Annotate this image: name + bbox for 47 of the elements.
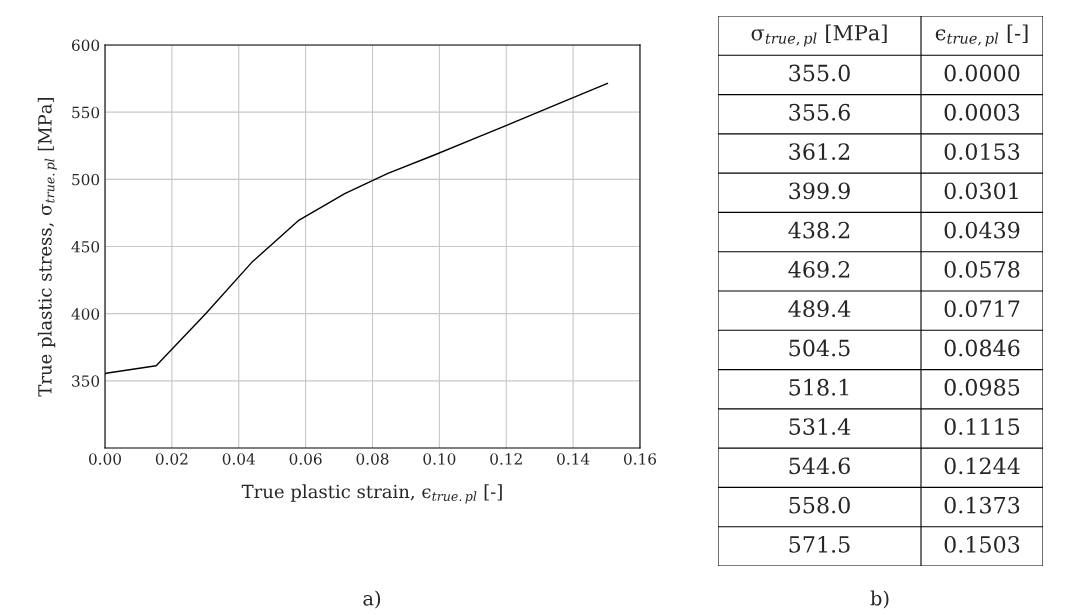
text: 0.1503 <box>944 536 1020 553</box>
text: 571.5 <box>789 536 850 553</box>
text: 0.0717 <box>944 300 1020 318</box>
text: 399.9 <box>789 182 850 200</box>
x-tick-label: 0.12 <box>490 453 522 465</box>
x-tick-label: 0.06 <box>289 453 322 465</box>
y-tick-label: 500 <box>72 173 100 186</box>
text: 0.0003 <box>944 103 1020 121</box>
y-tick-label: 600 <box>72 39 100 52</box>
text: 0.0846 <box>944 339 1020 357</box>
text: 531.4 <box>789 418 851 435</box>
text: 504.5 <box>789 339 850 357</box>
x-axis-title: True plastic strain, ϵ$_{true.pl}$ [-] <box>241 484 502 504</box>
y-tick-label: 350 <box>72 375 100 387</box>
text: ϵ$_{true,pl}$ [-] <box>935 24 1028 47</box>
x-tick-label: 0.00 <box>89 453 121 465</box>
text: 469.2 <box>788 261 850 278</box>
text: 0.0985 <box>944 378 1020 396</box>
text: a) <box>363 590 381 609</box>
text: 558.0 <box>789 496 850 514</box>
x-tick-label: 0.02 <box>155 453 188 465</box>
text: 0.0578 <box>944 261 1020 278</box>
y-axis-title: True plastic stress, σ$_{true.pl}$ [MPa] <box>37 97 57 397</box>
text: 544.6 <box>789 457 850 475</box>
x-tick-label: 0.14 <box>557 453 590 465</box>
text: 438.2 <box>788 221 850 239</box>
text: σ$_{true,pl}$ [MPa] <box>751 24 887 47</box>
text: 0.1373 <box>944 496 1020 514</box>
text: 355.6 <box>789 103 850 121</box>
text: 489.4 <box>788 300 851 318</box>
text: 0.0153 <box>944 143 1020 160</box>
x-tick-label: 0.16 <box>624 453 657 465</box>
text: 0.0000 <box>944 64 1020 82</box>
text: 361.2 <box>789 143 850 160</box>
x-tick-label: 0.08 <box>356 453 389 465</box>
x-tick-label: 0.04 <box>222 453 255 465</box>
text: 0.0301 <box>944 182 1018 200</box>
text: b) <box>870 590 889 609</box>
x-tick-label: 0.10 <box>423 453 456 465</box>
text: 355.0 <box>789 64 850 82</box>
text: 0.1244 <box>944 457 1020 475</box>
y-tick-label: 450 <box>71 240 100 253</box>
y-tick-label: 400 <box>71 308 100 320</box>
y-tick-label: 550 <box>72 106 100 119</box>
text: 518.1 <box>789 378 849 396</box>
text: 0.1115 <box>944 418 1020 435</box>
text: 0.0439 <box>944 221 1020 239</box>
